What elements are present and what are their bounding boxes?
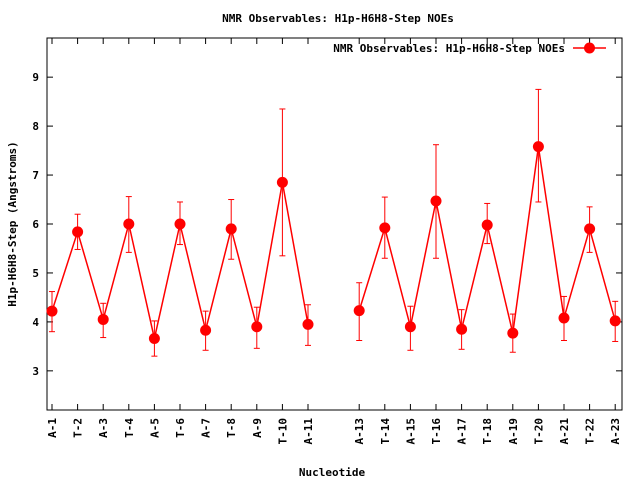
data-point — [148, 333, 160, 345]
x-tick-label: A-7 — [200, 418, 213, 438]
x-tick-label: T-18 — [481, 418, 494, 445]
x-tick-label: A-13 — [353, 418, 366, 445]
legend: NMR Observables: H1p-H6H8-Step NOEs — [333, 42, 606, 55]
data-point — [302, 318, 314, 330]
data-point — [46, 305, 58, 317]
y-axis-label: H1p-H6H8-Step (Angstroms) — [6, 141, 19, 307]
data-point — [430, 195, 442, 207]
x-tick-label: A-17 — [456, 418, 469, 445]
x-tick-label: T-6 — [174, 418, 187, 438]
data-point — [558, 312, 570, 324]
data-point — [251, 321, 263, 333]
data-point — [174, 218, 186, 230]
data-point — [456, 323, 468, 335]
data-point — [404, 321, 416, 333]
data-point — [72, 226, 84, 238]
x-tick-label: A-15 — [404, 418, 417, 445]
x-tick-label: T-8 — [225, 418, 238, 438]
x-tick-label: A-5 — [148, 418, 161, 438]
y-tick-label: 9 — [32, 71, 39, 84]
x-tick-label: A-3 — [97, 418, 110, 438]
data-point — [276, 176, 288, 188]
data-point — [225, 223, 237, 235]
y-tick-label: 3 — [32, 365, 39, 378]
data-point — [609, 315, 621, 327]
x-tick-label: T-16 — [430, 418, 443, 445]
series-points — [46, 141, 621, 345]
x-tick-label: A-9 — [251, 418, 264, 438]
x-tick-label: A-19 — [507, 418, 520, 445]
data-point — [97, 313, 109, 325]
legend-label: NMR Observables: H1p-H6H8-Step NOEs — [333, 42, 565, 55]
x-tick-label: T-20 — [532, 418, 545, 445]
data-point — [532, 141, 544, 153]
x-tick-label: T-22 — [584, 418, 597, 445]
x-axis: A-1 T-2 A-3 T-4 A-5 T-6 A-7 T-8 A-9 T-10 A-11 A-13 T… — [46, 38, 622, 445]
series-lines — [51, 146, 616, 339]
data-point — [123, 218, 135, 230]
data-point — [584, 223, 596, 235]
x-axis-label: Nucleotide — [299, 466, 366, 479]
x-tick-label: A-21 — [558, 418, 571, 445]
data-point — [200, 324, 212, 336]
data-point — [353, 305, 365, 317]
chart-title: NMR Observables: H1p-H6H8-Step NOEs — [222, 12, 454, 25]
y-tick-label: 8 — [32, 120, 39, 133]
y-axis: 3 4 5 6 7 8 9 — [32, 71, 622, 378]
y-tick-label: 4 — [32, 316, 39, 329]
error-bars — [49, 88, 619, 357]
data-point — [507, 327, 519, 339]
y-tick-label: 5 — [32, 267, 39, 280]
legend-marker-swatch — [584, 42, 595, 54]
data-point — [379, 222, 391, 234]
x-tick-label: A-23 — [609, 418, 622, 445]
x-tick-label: T-14 — [379, 418, 392, 445]
x-tick-label: A-11 — [302, 418, 315, 445]
x-tick-label: T-4 — [123, 418, 136, 438]
y-tick-label: 6 — [32, 218, 39, 231]
x-tick-label: T-2 — [72, 418, 85, 438]
x-tick-label: T-10 — [276, 418, 289, 445]
data-point — [481, 219, 493, 231]
x-tick-label: A-1 — [46, 418, 59, 438]
y-tick-label: 7 — [32, 169, 39, 182]
